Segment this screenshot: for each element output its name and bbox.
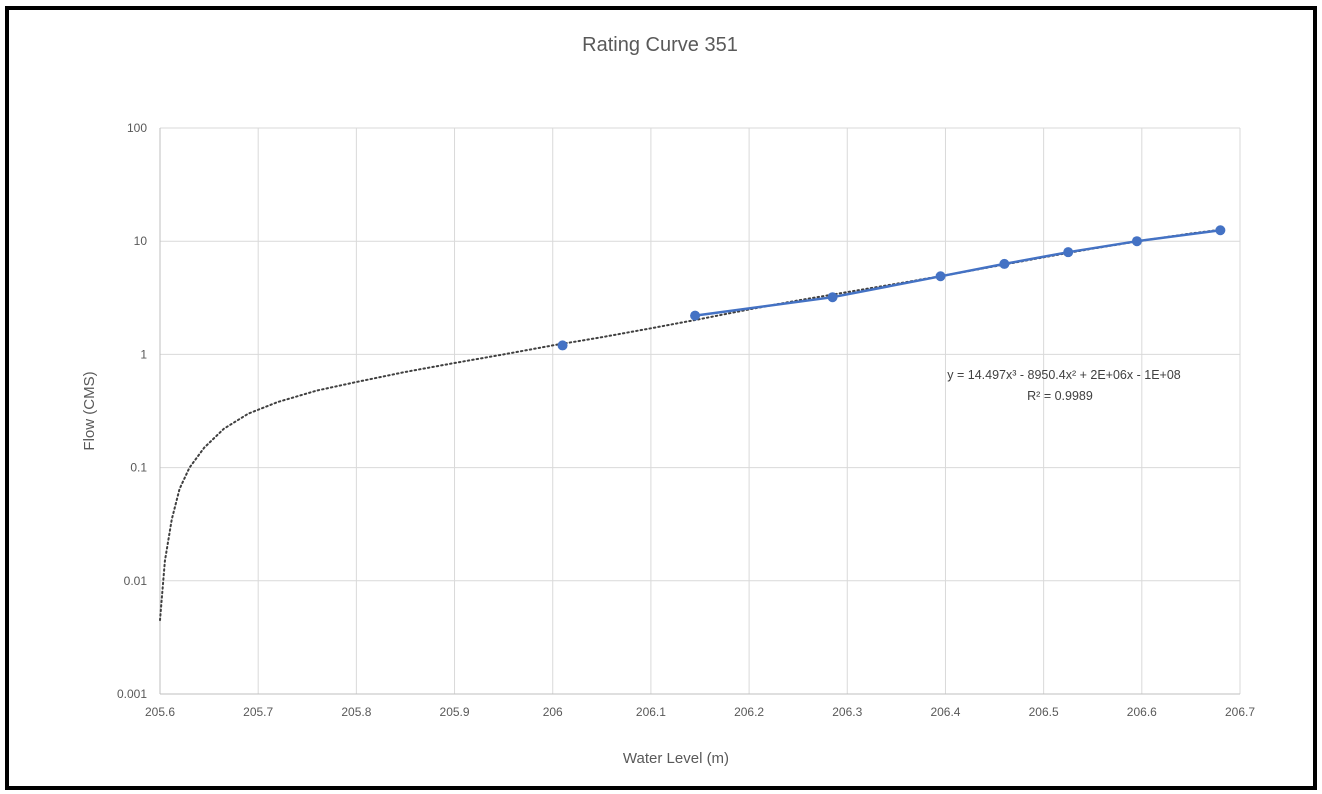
x-tick-label: 205.9 — [440, 705, 470, 719]
data-point — [935, 271, 946, 282]
axes — [159, 128, 1240, 695]
trendline-r-squared: R² = 0.9989 — [1027, 389, 1093, 403]
data-point — [1063, 247, 1074, 258]
y-tick-label: 100 — [127, 121, 147, 135]
trendline — [159, 228, 1222, 622]
x-tick-label: 206.4 — [930, 705, 960, 719]
x-tick-label: 206.1 — [636, 705, 666, 719]
data-point — [999, 258, 1010, 269]
y-tick-label: 0.1 — [130, 461, 147, 475]
x-tick-label: 206.7 — [1225, 705, 1255, 719]
trendline-path — [159, 228, 1222, 622]
y-tick-label: 10 — [134, 234, 148, 248]
data-point — [1215, 225, 1226, 236]
x-tick-label: 205.7 — [243, 705, 273, 719]
data-point — [1131, 236, 1142, 247]
x-tick-label: 206.2 — [734, 705, 764, 719]
tick-labels: 205.6 205.7 205.8 205.9 206 206.1 206.2 206.3 20… — [117, 121, 1255, 719]
y-tick-label: 0.001 — [117, 687, 147, 701]
x-tick-label: 206.3 — [832, 705, 862, 719]
data-point — [690, 310, 701, 321]
x-tick-label: 206.6 — [1127, 705, 1157, 719]
data-point — [827, 292, 838, 303]
x-tick-label: 205.6 — [145, 705, 175, 719]
gridlines — [160, 127, 1241, 694]
y-tick-label: 0.01 — [124, 574, 148, 588]
x-tick-label: 206 — [543, 705, 563, 719]
data-series — [557, 225, 1226, 351]
y-tick-label: 1 — [140, 347, 147, 361]
data-point — [557, 340, 568, 351]
y-axis-title: Flow (CMS) — [81, 371, 98, 450]
x-axis-title: Water Level (m) — [623, 750, 729, 767]
x-tick-label: 205.8 — [341, 705, 371, 719]
x-tick-label: 206.5 — [1029, 705, 1059, 719]
chart-frame — [5, 6, 1317, 790]
trendline-equation: y = 14.497x³ - 8950.4x² + 2E+06x - 1E+08 — [947, 368, 1181, 382]
chart-title: Rating Curve 351 — [582, 34, 738, 56]
